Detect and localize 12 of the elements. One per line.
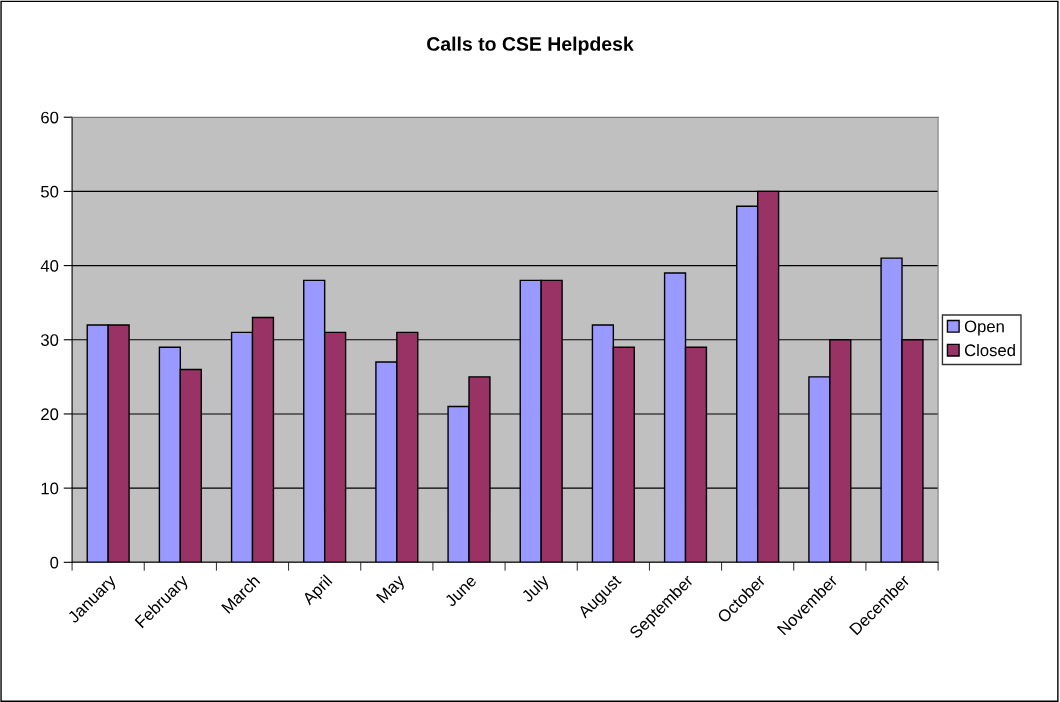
y-tick-label: 0 (50, 556, 59, 569)
y-tick-label: 20 (41, 408, 59, 421)
chart-title: Calls to CSE Helpdesk (427, 36, 634, 55)
x-tick-label: May (375, 573, 408, 606)
y-tick-label: 60 (41, 111, 59, 124)
legend-label: Closed (964, 343, 1015, 357)
y-tick-label: 50 (41, 185, 59, 198)
y-tick-label: 30 (40, 334, 59, 346)
y-tick-label: 10 (41, 482, 59, 495)
legend-label: Open (964, 320, 1004, 336)
y-tick-label: 40 (40, 259, 59, 272)
x-tick-label: July (520, 573, 553, 606)
